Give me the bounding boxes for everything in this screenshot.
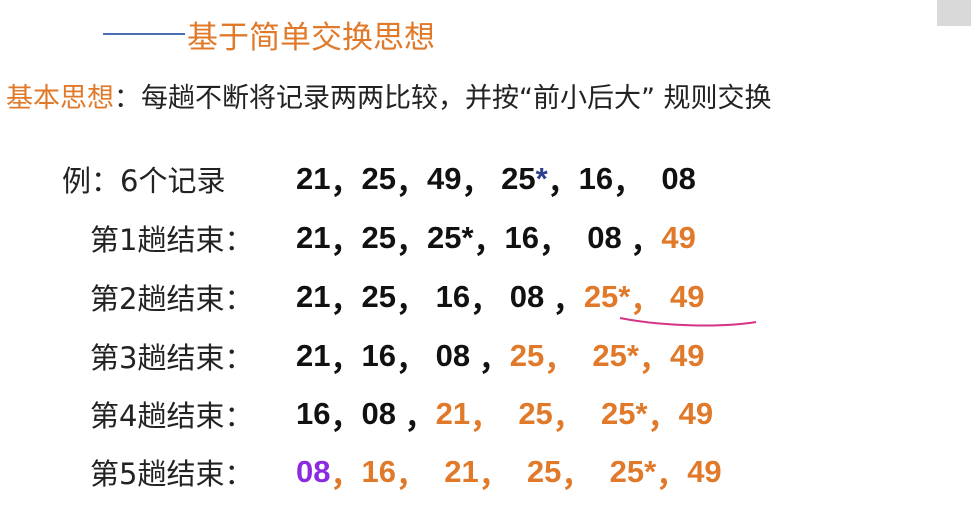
sequence-value: 25 (361, 220, 396, 255)
separator: ， (395, 457, 445, 493)
sequence-value: 49 (669, 279, 705, 314)
sequence-value: 25* (426, 220, 474, 255)
separator: ， (330, 282, 362, 318)
sequence-value: 16 (578, 161, 614, 196)
separator: ， (395, 341, 436, 377)
sequence-value: 49 (678, 396, 714, 431)
separator: ， (638, 341, 670, 377)
sequence-value: 25 (518, 396, 553, 431)
separator: ， (330, 164, 362, 200)
separator: ， (473, 223, 505, 259)
sequence-value: 25 (361, 161, 396, 196)
separator: ， (395, 399, 436, 435)
sequence-value: 49 (669, 338, 705, 373)
basic-idea-text: ：每趟不断将记录两两比较，并按“前小后大” 规则交换 (114, 83, 772, 114)
separator: ， (656, 457, 688, 493)
pass-sequence-5: 08， 16， 21， 25， 25*， 49 (296, 447, 722, 497)
sequence-value: 16 (435, 279, 471, 314)
sequence-value: 21 (296, 279, 331, 314)
basic-idea-label: 基本思想 (6, 83, 114, 114)
separator: ， (539, 223, 588, 259)
sequence-value: 25 (361, 279, 396, 314)
slide-subtitle: 基于简单交换思想 (187, 19, 435, 56)
sequence-value: 08 (587, 220, 622, 255)
pass-label-1: 第1趟结束： (90, 223, 254, 257)
sequence-value: * (535, 161, 548, 196)
sequence-value: 08 (435, 338, 471, 373)
sequence-value: 25* (592, 338, 639, 373)
sequence-value: 25 (526, 454, 562, 489)
separator: ， (613, 164, 662, 200)
separator: ， (621, 223, 662, 259)
sequence-value: 25 (501, 161, 536, 196)
separator: ， (561, 457, 610, 493)
sequence-value: 21 (444, 454, 479, 489)
pass-label-2: 第2趟结束： (90, 282, 254, 316)
sequence-value: 08 (296, 454, 331, 489)
separator: ， (330, 399, 362, 435)
separator: ， (470, 282, 510, 318)
pass-sequence-1: 21， 25， 25*， 16， 08 ， 49 (296, 213, 696, 263)
sequence-value: 21 (296, 161, 331, 196)
separator: ， (630, 282, 670, 318)
subtitle-dash (103, 33, 185, 35)
example-sequence: 21， 25， 49， 25 *， 16， 08 (296, 154, 696, 204)
separator: ， (330, 341, 362, 377)
separator: ， (395, 282, 436, 318)
sequence-value: 16 (361, 454, 396, 489)
pass-sequence-2: 21， 25， 16， 08 ， 25*， 49 (296, 272, 704, 322)
sequence-value: 49 (687, 454, 722, 489)
sequence-value: 16 (361, 338, 396, 373)
separator: ， (330, 223, 362, 259)
subtitle-row: 基于简单交换思想 (103, 10, 435, 58)
pass-label-4: 第4趟结束： (90, 399, 254, 433)
separator: ， (544, 282, 584, 318)
sequence-value: 25* (601, 396, 648, 431)
separator: ， (330, 457, 362, 493)
pass-sequence-4: 16， 08 ， 21， 25， 25*， 49 (296, 389, 713, 439)
separator: ， (552, 399, 602, 435)
sequence-value: 25* (583, 279, 631, 314)
example-label: 例：6个记录 (62, 164, 226, 198)
basic-idea: 基本思想：每趟不断将记录两两比较，并按“前小后大” 规则交换 (6, 76, 772, 115)
separator: ， (470, 399, 519, 435)
pass-sequence-3: 21， 16， 08 ， 25， 25*， 49 (296, 331, 704, 381)
underline-stroke (619, 317, 757, 327)
sequence-value: 49 (661, 220, 696, 255)
separator: ， (544, 341, 593, 377)
sequence-value: 21 (435, 396, 471, 431)
corner-tab (937, 0, 971, 26)
sequence-value: 08 (361, 396, 396, 431)
sequence-value: 08 (661, 161, 696, 196)
separator: ， (461, 164, 502, 200)
sequence-value: 49 (426, 161, 462, 196)
separator: ， (478, 457, 527, 493)
sequence-value: 16 (296, 396, 331, 431)
separator: ， (395, 223, 427, 259)
sequence-value: 21 (296, 338, 331, 373)
sequence-value: 16 (504, 220, 539, 255)
separator: ， (647, 399, 679, 435)
pass-label-3: 第3趟结束： (90, 341, 254, 375)
separator: ， (547, 164, 579, 200)
sequence-value: 25 (509, 338, 545, 373)
pass-label-5: 第5趟结束： (90, 457, 254, 491)
sequence-value: 25* (609, 454, 657, 489)
separator: ， (470, 341, 510, 377)
sequence-value: 08 (509, 279, 545, 314)
sequence-value: 21 (296, 220, 331, 255)
separator: ， (395, 164, 427, 200)
